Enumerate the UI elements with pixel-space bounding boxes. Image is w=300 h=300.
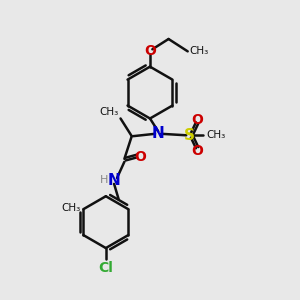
Text: H: H — [100, 175, 108, 185]
Text: N: N — [152, 126, 165, 141]
Text: CH₃: CH₃ — [189, 46, 208, 56]
Text: N: N — [108, 173, 121, 188]
Text: O: O — [191, 144, 203, 158]
Text: O: O — [144, 44, 156, 58]
Text: S: S — [184, 128, 195, 143]
Text: Cl: Cl — [98, 261, 113, 275]
Text: CH₃: CH₃ — [61, 203, 80, 213]
Text: CH₃: CH₃ — [100, 107, 119, 117]
Text: O: O — [191, 113, 203, 127]
Text: CH₃: CH₃ — [206, 130, 225, 140]
Text: O: O — [135, 150, 146, 164]
